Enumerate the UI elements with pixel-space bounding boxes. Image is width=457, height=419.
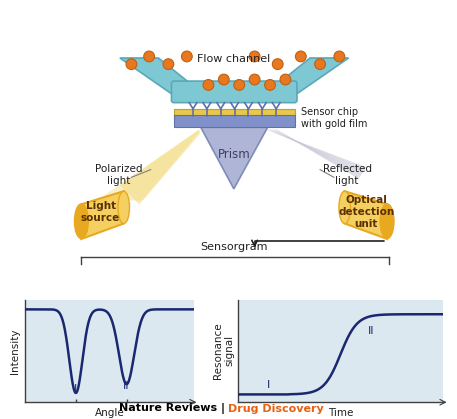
Text: Reflected
light: Reflected light xyxy=(323,164,372,186)
Text: Flow channel: Flow channel xyxy=(197,54,271,64)
Polygon shape xyxy=(345,191,387,239)
Circle shape xyxy=(203,80,214,91)
Circle shape xyxy=(280,74,291,85)
Y-axis label: Intensity: Intensity xyxy=(10,328,20,374)
Polygon shape xyxy=(201,127,268,189)
Ellipse shape xyxy=(380,204,394,238)
Text: Nature Reviews |: Nature Reviews | xyxy=(119,403,228,414)
Y-axis label: Resonance
signal: Resonance signal xyxy=(213,323,235,379)
X-axis label: Angle: Angle xyxy=(95,408,125,418)
Text: Sensor chip
with gold film: Sensor chip with gold film xyxy=(301,107,367,129)
Circle shape xyxy=(126,59,137,70)
Circle shape xyxy=(181,51,192,62)
Circle shape xyxy=(249,74,260,85)
Circle shape xyxy=(218,74,229,85)
Text: Optical
detection
unit: Optical detection unit xyxy=(338,195,394,229)
Circle shape xyxy=(265,80,276,91)
Circle shape xyxy=(272,59,283,70)
Polygon shape xyxy=(97,129,201,200)
Polygon shape xyxy=(276,129,360,179)
Circle shape xyxy=(249,51,260,62)
Polygon shape xyxy=(266,129,366,170)
Text: II: II xyxy=(123,380,130,391)
Text: I: I xyxy=(267,380,270,390)
Circle shape xyxy=(144,51,154,62)
Circle shape xyxy=(295,51,306,62)
Circle shape xyxy=(234,80,244,91)
Text: Drug Discovery: Drug Discovery xyxy=(228,404,324,414)
Polygon shape xyxy=(268,129,365,172)
Polygon shape xyxy=(273,129,361,176)
Polygon shape xyxy=(81,191,124,239)
Ellipse shape xyxy=(118,191,129,223)
FancyBboxPatch shape xyxy=(174,109,295,116)
Polygon shape xyxy=(120,58,208,98)
Polygon shape xyxy=(120,129,199,204)
FancyBboxPatch shape xyxy=(174,115,295,127)
Circle shape xyxy=(163,59,174,70)
Text: Polarized
light: Polarized light xyxy=(95,164,142,186)
Polygon shape xyxy=(260,58,349,98)
Text: Sensorgram: Sensorgram xyxy=(200,242,268,252)
Ellipse shape xyxy=(339,191,351,223)
Circle shape xyxy=(315,59,325,70)
Polygon shape xyxy=(271,129,363,174)
Text: Light
source: Light source xyxy=(81,201,120,223)
X-axis label: Time: Time xyxy=(328,408,353,418)
FancyBboxPatch shape xyxy=(171,81,297,103)
Text: II: II xyxy=(368,326,375,336)
Text: Prism: Prism xyxy=(218,148,250,161)
Circle shape xyxy=(334,51,345,62)
Text: I: I xyxy=(74,384,78,394)
Ellipse shape xyxy=(74,204,88,238)
